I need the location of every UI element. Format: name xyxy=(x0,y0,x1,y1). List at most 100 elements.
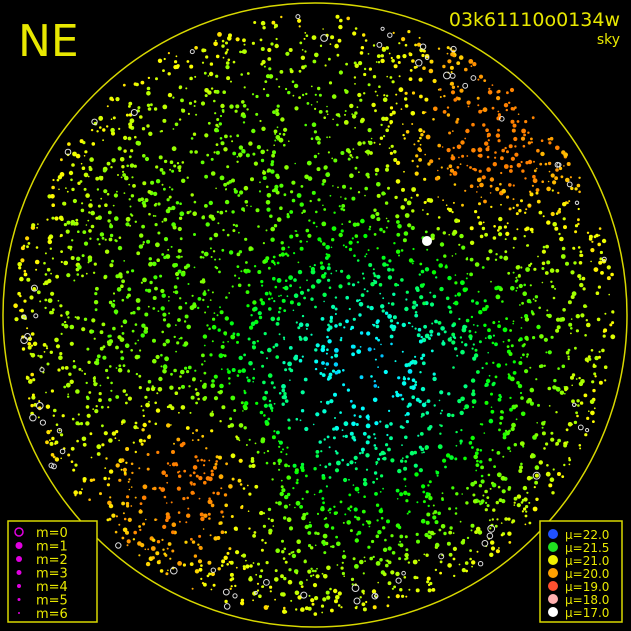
star xyxy=(44,252,47,255)
star xyxy=(148,401,150,403)
star xyxy=(108,339,114,344)
star xyxy=(455,507,458,510)
star xyxy=(526,355,529,358)
star xyxy=(583,393,588,398)
star xyxy=(178,85,183,89)
star xyxy=(122,319,128,325)
star xyxy=(299,286,302,289)
star xyxy=(46,218,49,221)
star xyxy=(342,550,345,553)
star xyxy=(598,355,601,359)
star xyxy=(50,429,52,432)
star xyxy=(292,309,295,312)
star xyxy=(155,77,158,81)
star xyxy=(261,364,265,368)
brightness-label: μ=17.0 xyxy=(565,606,609,620)
star xyxy=(418,36,421,39)
star xyxy=(177,269,182,274)
star xyxy=(356,349,362,354)
star xyxy=(422,49,426,53)
star xyxy=(510,344,514,348)
star xyxy=(496,363,502,368)
star xyxy=(382,262,387,267)
star xyxy=(322,501,325,505)
star xyxy=(307,176,313,181)
star xyxy=(286,517,292,523)
star xyxy=(75,153,81,159)
star xyxy=(278,306,282,310)
star xyxy=(306,240,308,243)
star xyxy=(51,203,55,207)
star xyxy=(338,322,343,327)
star xyxy=(81,327,86,332)
star xyxy=(477,290,480,293)
star xyxy=(446,167,449,170)
star xyxy=(350,325,355,330)
star xyxy=(141,127,146,131)
star xyxy=(509,396,512,400)
star xyxy=(356,241,359,244)
star xyxy=(47,239,53,245)
star xyxy=(562,217,566,221)
star xyxy=(361,589,365,594)
star xyxy=(96,188,100,191)
star xyxy=(520,199,523,203)
star xyxy=(570,375,574,380)
star xyxy=(567,357,570,361)
star xyxy=(174,290,179,295)
star xyxy=(39,300,42,303)
star xyxy=(314,305,317,309)
star xyxy=(152,358,157,364)
star xyxy=(334,599,338,604)
star xyxy=(377,457,381,461)
star xyxy=(157,231,161,235)
star xyxy=(245,559,247,562)
star xyxy=(108,334,112,338)
star xyxy=(379,143,381,146)
star xyxy=(287,418,291,422)
star xyxy=(123,260,126,262)
star xyxy=(570,327,573,330)
star xyxy=(391,327,396,332)
star xyxy=(304,32,307,34)
star xyxy=(386,75,389,78)
star xyxy=(266,450,270,453)
star xyxy=(349,154,353,157)
star xyxy=(499,395,503,399)
star xyxy=(237,283,242,288)
star xyxy=(409,450,415,456)
star xyxy=(389,319,394,323)
star xyxy=(362,294,364,297)
star xyxy=(218,474,224,480)
star xyxy=(260,350,263,354)
star xyxy=(332,185,334,187)
star xyxy=(351,283,356,287)
star xyxy=(586,231,590,234)
star xyxy=(577,246,581,249)
star xyxy=(215,150,220,155)
star xyxy=(323,551,327,555)
star xyxy=(262,512,266,515)
star xyxy=(72,221,77,226)
star xyxy=(89,237,92,240)
star xyxy=(300,585,304,588)
star xyxy=(71,187,75,192)
star xyxy=(75,389,80,394)
star xyxy=(510,119,515,124)
star xyxy=(449,455,454,460)
star xyxy=(128,478,131,481)
star xyxy=(158,376,163,382)
star xyxy=(469,549,472,552)
star xyxy=(271,409,274,412)
star xyxy=(509,87,515,93)
star xyxy=(111,158,116,163)
star xyxy=(425,553,429,557)
star xyxy=(518,209,522,213)
star xyxy=(379,227,383,232)
star xyxy=(396,232,401,237)
star xyxy=(180,369,185,375)
star xyxy=(313,612,318,616)
star xyxy=(437,196,440,198)
star xyxy=(342,383,346,387)
star xyxy=(162,369,167,374)
